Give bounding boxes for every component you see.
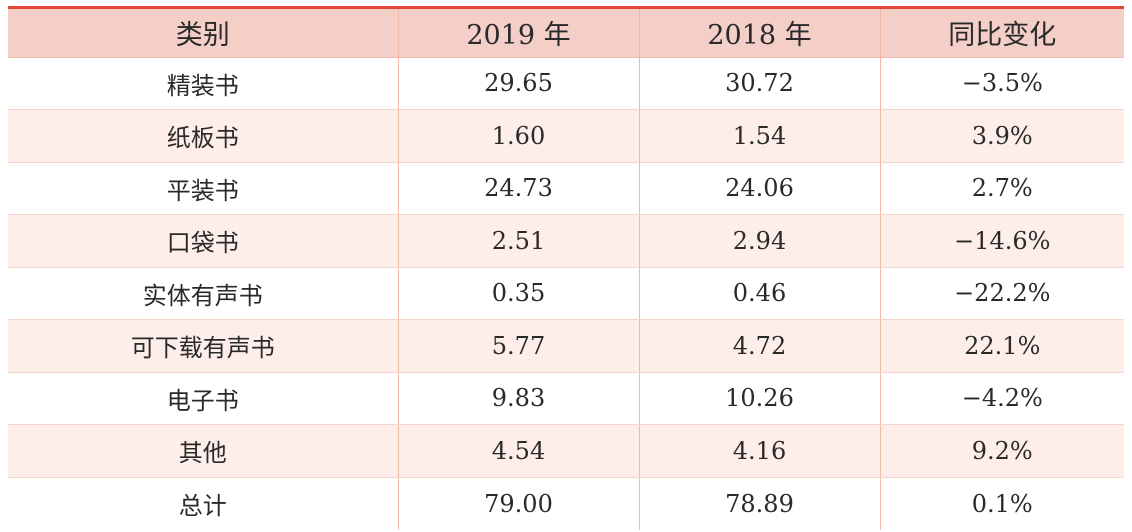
cell-change: −22.2% [880,267,1124,320]
cell-2018: 1.54 [639,109,881,163]
cell-change: −3.5% [880,57,1124,110]
cell-change: −4.2% [880,372,1124,425]
table-row: 其他 4.54 4.16 9.2% [8,424,1124,478]
table-row: 精装书 29.65 30.72 −3.5% [8,57,1124,110]
cell-2018: 4.16 [639,424,881,478]
cell-category: 总计 [8,477,399,530]
cell-2018: 2.94 [639,214,881,268]
cell-2018: 78.89 [639,477,881,530]
cell-2018: 4.72 [639,319,881,373]
cell-change: 3.9% [880,109,1124,163]
cell-category: 精装书 [8,57,399,110]
cell-category: 电子书 [8,372,399,425]
cell-2019: 29.65 [398,57,640,110]
top-accent-line [8,6,1124,9]
table-row-total: 总计 79.00 78.89 0.1% [8,477,1124,530]
cell-2018: 30.72 [639,57,881,110]
header-2019: 2019 年 [398,9,640,58]
data-table: 类别 2019 年 2018 年 同比变化 精装书 29.65 30.72 −3… [8,9,1124,530]
cell-category: 口袋书 [8,214,399,268]
header-category: 类别 [8,9,399,58]
table-row: 可下载有声书 5.77 4.72 22.1% [8,319,1124,373]
header-2018: 2018 年 [639,9,881,58]
cell-change: 9.2% [880,424,1124,478]
table-row: 平装书 24.73 24.06 2.7% [8,162,1124,215]
cell-category: 其他 [8,424,399,478]
cell-change: 0.1% [971,489,1033,518]
table-header: 类别 2019 年 2018 年 同比变化 [8,9,1124,58]
table-body: 精装书 29.65 30.72 −3.5% 纸板书 1.60 1.54 3.9%… [8,57,1124,530]
cell-change: −14.6% [880,214,1124,268]
table-row: 实体有声书 0.35 0.46 −22.2% [8,267,1124,320]
cell-2019: 4.54 [398,424,640,478]
cell-2019: 2.51 [398,214,640,268]
cell-2018: 10.26 [639,372,881,425]
table-row: 口袋书 2.51 2.94 −14.6% [8,214,1124,268]
cell-2019: 0.35 [398,267,640,320]
cell-change: 22.1% [880,319,1124,373]
header-change: 同比变化 [880,9,1124,58]
cell-2019: 79.00 [398,477,640,530]
cell-2019: 24.73 [398,162,640,215]
table-row: 电子书 9.83 10.26 −4.2% [8,372,1124,425]
cell-2018: 0.46 [639,267,881,320]
cell-2019: 5.77 [398,319,640,373]
cell-category: 实体有声书 [8,267,399,320]
cell-category: 可下载有声书 [8,319,399,373]
header-row: 类别 2019 年 2018 年 同比变化 [8,9,1124,58]
cell-2019: 9.83 [398,372,640,425]
table-row: 纸板书 1.60 1.54 3.9% [8,109,1124,163]
cell-2019: 1.60 [398,109,640,163]
cell-category: 纸板书 [8,109,399,163]
cell-change: 2.7% [880,162,1124,215]
cell-2018: 24.06 [639,162,881,215]
cell-category: 平装书 [8,162,399,215]
